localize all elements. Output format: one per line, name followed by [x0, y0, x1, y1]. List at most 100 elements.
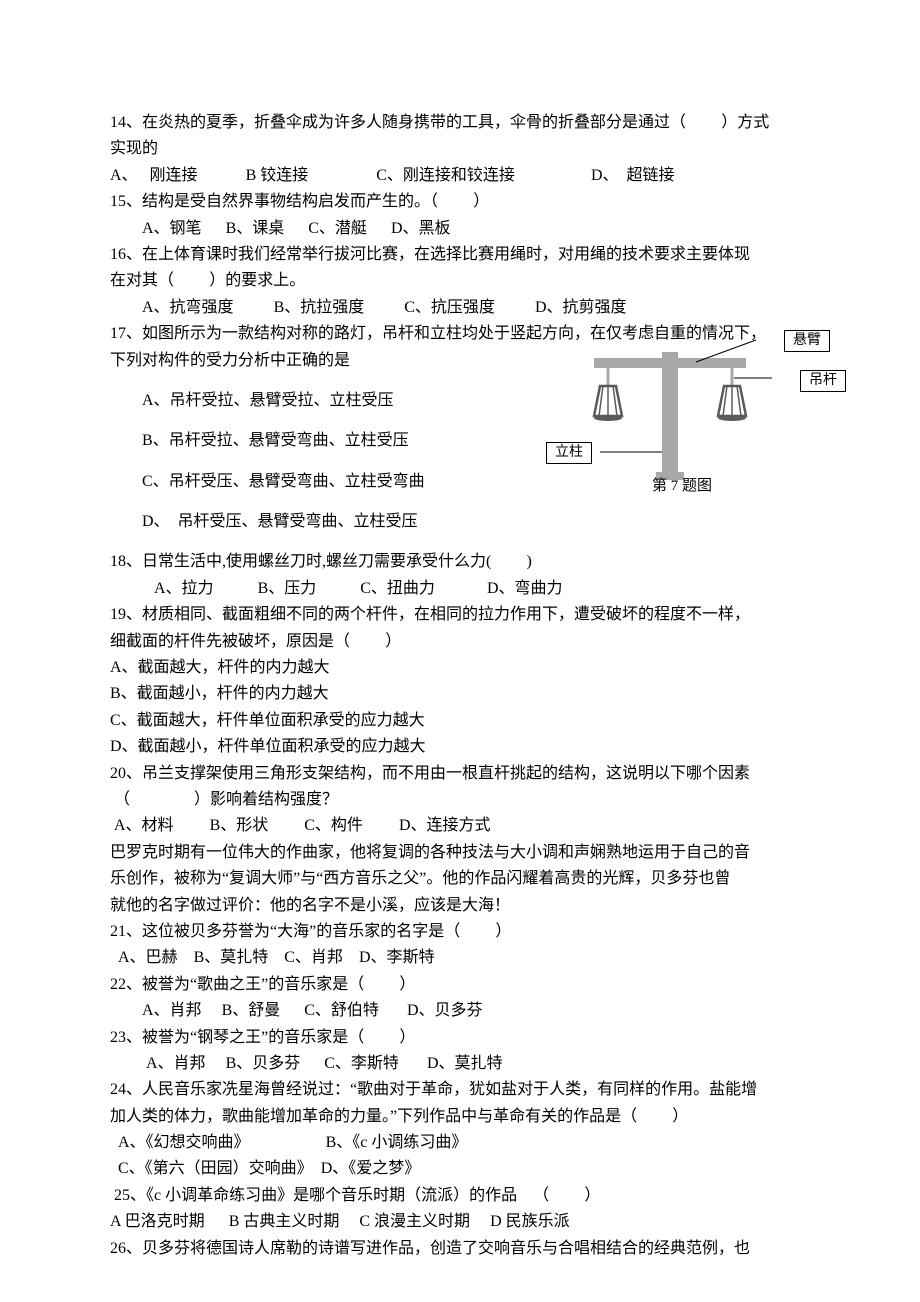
callout-xuanbi: 悬臂 — [784, 330, 830, 352]
q18-stem: 18、日常生活中,使用螺丝刀时,螺丝刀需要承受什么力() — [110, 549, 810, 575]
q25-D: D 民族乐派 — [490, 1213, 570, 1230]
q19-A: A、截面越大，杆件的内力越大 — [110, 655, 810, 681]
q23-stem-a: 23、被誉为“钢琴之王”的音乐家是（ — [110, 1029, 364, 1046]
q22-stem-b: ） — [399, 976, 415, 993]
q15-B: B、课桌 — [226, 220, 285, 237]
q19-C: C、截面越大，杆件单位面积承受的应力越大 — [110, 708, 810, 734]
q20-A: A、材料 — [114, 817, 174, 834]
q18-B: B、压力 — [258, 580, 317, 597]
q17-figure-wrap: 下列对构件的受力分析中正确的是 — [110, 348, 810, 536]
q21-choices: A、巴赫 B、莫扎特 C、肖邦 D、李斯特 — [110, 945, 810, 971]
q15-stem-b: ） — [473, 193, 489, 210]
q14-D: D、 超链接 — [591, 167, 675, 184]
q19-stem-line2: 细截面的杆件先被破坏，原因是（ ） — [110, 629, 810, 655]
q18-stem-b: ) — [527, 553, 532, 570]
q22-A: A、肖邦 — [142, 1002, 202, 1019]
q18-stem-a: 18、日常生活中,使用螺丝刀时,螺丝刀需要承受什么力( — [110, 553, 491, 570]
q23-D: D、莫扎特 — [427, 1055, 503, 1072]
q16-C: C、抗压强度 — [404, 299, 495, 316]
q25-stem-a: 25、《c 小调革命练习曲》是哪个音乐时期（流派）的作品 — [110, 1187, 517, 1204]
q16-choices: A、抗弯强度 B、抗拉强度 C、抗压强度 D、抗剪强度 — [110, 295, 810, 321]
q24-stem-b: 加人类的体力，歌曲能增加革命的力量。”下列作品中与革命有关的作品是（ — [110, 1108, 637, 1125]
q16-stem-c: ）的要求上。 — [209, 272, 305, 289]
q20-choices: A、材料 B、形状 C、构件 D、连接方式 — [110, 813, 810, 839]
q21-D: D、李斯特 — [359, 949, 435, 966]
q14-stem-line1: 14、在炎热的夏季，折叠伞成为许多人随身携带的工具，伞骨的折叠部分是通过（）方式 — [110, 110, 810, 136]
q15-stem-a: 15、结构是受自然界事物结构启发而产生的。（ — [110, 193, 438, 210]
q16-B: B、抗拉强度 — [274, 299, 365, 316]
q19-stem-c: ） — [385, 633, 401, 650]
callout-diaogan: 吊杆 — [800, 370, 846, 392]
q14-choices: A、 刚连接 B 铰连接 C、刚连接和铰连接 D、 超链接 — [110, 163, 810, 189]
q20-stem-line1: 20、吊兰支撑架使用三角形支架结构，而不用由一根直杆挑起的结构，这说明以下哪个因… — [110, 761, 810, 787]
q22-D: D、贝多芬 — [407, 1002, 483, 1019]
q23-stem: 23、被誉为“钢琴之王”的音乐家是（ ） — [110, 1025, 810, 1051]
q16-stem-b: 在对其（ — [110, 272, 174, 289]
q21-C: C、肖邦 — [284, 949, 343, 966]
q21-A: A、巴赫 — [118, 949, 178, 966]
q24-D: D、《爱之梦》 — [321, 1160, 421, 1177]
q14-C: C、刚连接和铰连接 — [376, 167, 515, 184]
q14-A: A、 刚连接 — [110, 167, 198, 184]
passage-line3: 就他的名字做过评价：他的名字不是小溪，应该是大海！ — [110, 893, 810, 919]
q20-stem-line2: （ ）影响着结构强度？ — [110, 787, 810, 813]
q22-choices: A、肖邦 B、舒曼 C、舒伯特 D、贝多芬 — [110, 998, 810, 1024]
q22-stem: 22、被誉为“歌曲之王”的音乐家是（ ） — [110, 972, 810, 998]
q24-stem-c: ） — [672, 1108, 688, 1125]
passage-line1: 巴罗克时期有一位伟大的作曲家，他将复调的各种技法与大小调和声娴熟地运用于自己的音 — [110, 840, 810, 866]
q21-stem: 21、这位被贝多芬誉为“大海”的音乐家的名字是（ ） — [110, 919, 810, 945]
q18-D: D、弯曲力 — [487, 580, 563, 597]
q18-choices: A、拉力 B、压力 C、扭曲力 D、弯曲力 — [110, 576, 810, 602]
q23-choices: A、肖邦 B、贝多芬 C、李斯特 D、莫扎特 — [110, 1051, 810, 1077]
q21-B: B、莫扎特 — [194, 949, 269, 966]
q19-stem-b: 细截面的杆件先被破坏，原因是（ — [110, 633, 350, 650]
q20-stem-b: （ — [114, 791, 130, 808]
q19-D: D、截面越小，杆件单位面积承受的应力越大 — [110, 734, 810, 760]
q17-D: D、 吊杆受压、悬臂受弯曲、立柱受压 — [110, 509, 810, 535]
q19-stem-line1: 19、材质相同、截面粗细不同的两个杆件，在相同的拉力作用下，遭受破坏的程度不一样… — [110, 602, 810, 628]
q24-stem-line2: 加人类的体力，歌曲能增加革命的力量。”下列作品中与革命有关的作品是（ ） — [110, 1104, 810, 1130]
q22-C: C、舒伯特 — [304, 1002, 379, 1019]
q24-A: A、《幻想交响曲》 — [118, 1134, 250, 1151]
q18-A: A、拉力 — [154, 580, 214, 597]
q25-B: B 古典主义时期 — [229, 1213, 340, 1230]
q16-D: D、抗剪强度 — [535, 299, 627, 316]
q22-stem-a: 22、被誉为“歌曲之王”的音乐家是（ — [110, 976, 364, 993]
passage-line2: 乐创作，被称为“复调大师”与“西方音乐之父”。他的作品闪耀着高贵的光辉，贝多芬也… — [110, 866, 810, 892]
q20-C: C、构件 — [304, 817, 363, 834]
q23-stem-b: ） — [399, 1029, 415, 1046]
q14-stem-line2: 实现的 — [110, 136, 810, 162]
q25-choices: A 巴洛克时期 B 古典主义时期 C 浪漫主义时期 D 民族乐派 — [110, 1209, 810, 1235]
q24-choices-row2: C、《第六（田园）交响曲》 D、《爱之梦》 — [110, 1156, 810, 1182]
q23-A: A、肖邦 — [146, 1055, 206, 1072]
q16-A: A、抗弯强度 — [142, 299, 234, 316]
q17-figure: 悬臂 吊杆 立柱 第 7 题图 — [556, 334, 816, 509]
q15-choices: A、钢笔 B、课桌 C、潜艇 D、黑板 — [110, 216, 810, 242]
callout-lizhu: 立柱 — [546, 442, 592, 464]
q25-A: A 巴洛克时期 — [110, 1213, 205, 1230]
q15-A: A、钢笔 — [142, 220, 202, 237]
q14-B: B 铰连接 — [246, 167, 309, 184]
q24-B: B、《c 小调练习曲》 — [326, 1134, 468, 1151]
figure-caption: 第 7 题图 — [652, 474, 712, 499]
q26-stem: 26、贝多芬将德国诗人席勒的诗谱写进作品，创造了交响音乐与合唱相结合的经典范例，… — [110, 1236, 810, 1262]
q14-stem-a: 14、在炎热的夏季，折叠伞成为许多人随身携带的工具，伞骨的折叠部分是通过（ — [110, 114, 686, 131]
q25-stem-c: ） — [584, 1187, 600, 1204]
q25-stem: 25、《c 小调革命练习曲》是哪个音乐时期（流派）的作品 （ ） — [110, 1183, 810, 1209]
q21-stem-a: 21、这位被贝多芬誉为“大海”的音乐家的名字是（ — [110, 923, 460, 940]
q18-C: C、扭曲力 — [360, 580, 435, 597]
q16-stem-line2: 在对其（ ）的要求上。 — [110, 268, 810, 294]
q16-stem-line1: 16、在上体育课时我们经常举行拔河比赛，在选择比赛用绳时，对用绳的技术要求主要体… — [110, 242, 810, 268]
q22-B: B、舒曼 — [222, 1002, 281, 1019]
q15-C: C、潜艇 — [308, 220, 367, 237]
q24-choices-row1: A、《幻想交响曲》 B、《c 小调练习曲》 — [110, 1130, 810, 1156]
q25-stem-b: （ — [533, 1187, 549, 1204]
q21-stem-b: ） — [495, 923, 511, 940]
q23-B: B、贝多芬 — [226, 1055, 301, 1072]
q20-B: B、形状 — [210, 817, 269, 834]
q15-D: D、黑板 — [391, 220, 451, 237]
q20-stem-c: ）影响着结构强度？ — [194, 791, 338, 808]
q25-C: C 浪漫主义时期 — [359, 1213, 470, 1230]
q24-C: C、《第六（田园）交响曲》 — [118, 1160, 313, 1177]
q19-B: B、截面越小，杆件的内力越大 — [110, 681, 810, 707]
